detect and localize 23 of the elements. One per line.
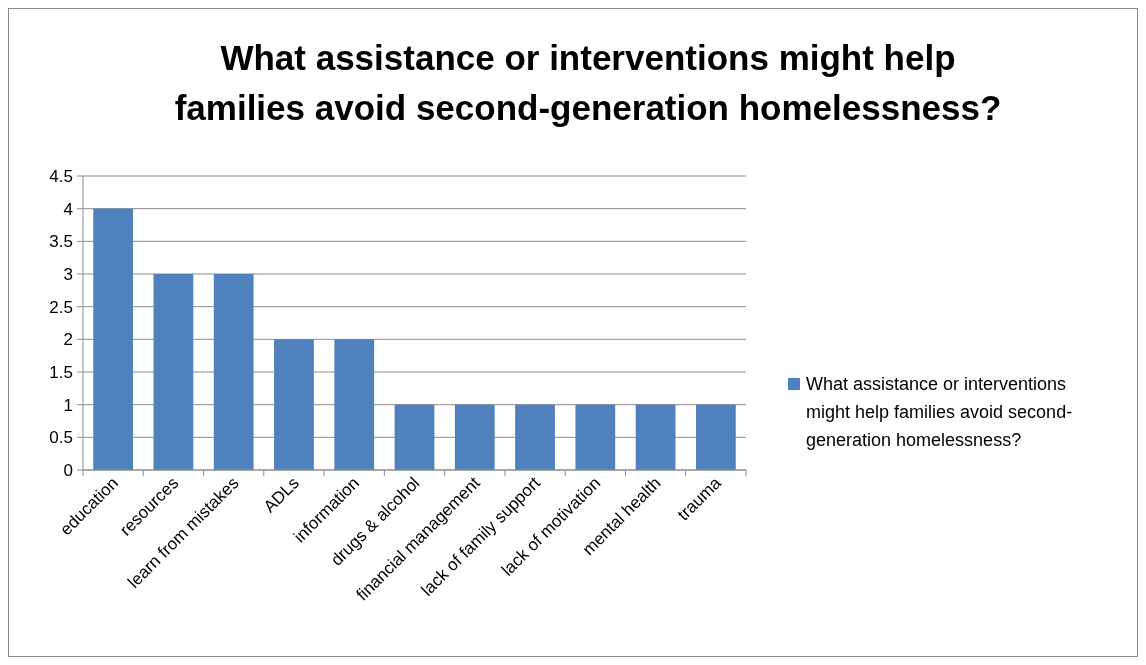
y-tick-label: 1.5 — [49, 362, 73, 382]
y-tick-label: 0 — [63, 460, 73, 480]
bar — [274, 339, 314, 470]
y-tick-label: 3 — [63, 264, 73, 284]
bar — [213, 274, 254, 470]
bar — [334, 339, 375, 470]
bar — [635, 404, 676, 470]
y-tick-label: 4.5 — [49, 166, 73, 186]
bar — [153, 274, 194, 470]
bar — [454, 404, 495, 470]
y-tick-label: 0.5 — [49, 428, 73, 448]
y-tick-label: 2 — [63, 330, 73, 350]
y-tick-label: 1 — [63, 395, 73, 415]
y-tick-label: 3.5 — [49, 232, 73, 252]
bar — [695, 404, 736, 470]
bar — [575, 404, 616, 470]
y-tick-label: 2.5 — [49, 297, 73, 317]
bar — [93, 208, 134, 470]
bar — [394, 404, 435, 470]
bar — [515, 404, 555, 470]
chart-title: What assistance or interventions might help families avoid second-generation homelessness? — [174, 38, 1002, 127]
legend-label: What assistance or interventions might help families avoid second-generation homelessness? — [806, 374, 1073, 451]
y-tick-label: 4 — [63, 199, 73, 219]
